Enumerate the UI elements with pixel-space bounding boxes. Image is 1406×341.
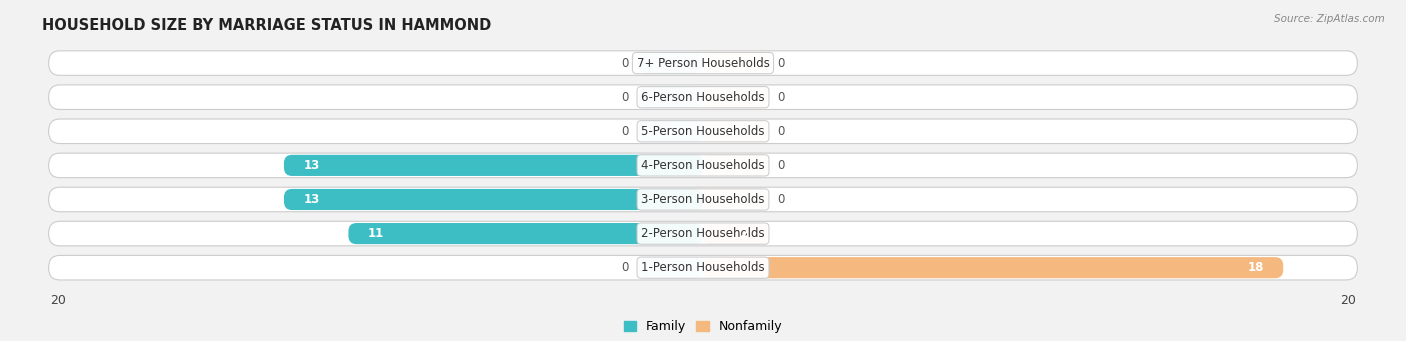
Text: 0: 0 [778,57,785,70]
FancyBboxPatch shape [703,53,768,74]
Text: 0: 0 [621,125,628,138]
Text: 2: 2 [740,227,748,240]
Text: HOUSEHOLD SIZE BY MARRIAGE STATUS IN HAMMOND: HOUSEHOLD SIZE BY MARRIAGE STATUS IN HAM… [42,18,492,33]
Text: 5-Person Households: 5-Person Households [641,125,765,138]
FancyBboxPatch shape [638,53,703,74]
FancyBboxPatch shape [49,255,1357,280]
Text: 2-Person Households: 2-Person Households [641,227,765,240]
FancyBboxPatch shape [638,121,703,142]
Legend: Family, Nonfamily: Family, Nonfamily [619,315,787,338]
FancyBboxPatch shape [703,189,768,210]
Text: 3-Person Households: 3-Person Households [641,193,765,206]
Text: 0: 0 [778,193,785,206]
Text: 11: 11 [368,227,384,240]
Text: 13: 13 [304,193,319,206]
Text: 1-Person Households: 1-Person Households [641,261,765,274]
Text: 7+ Person Households: 7+ Person Households [637,57,769,70]
FancyBboxPatch shape [638,87,703,108]
Text: 0: 0 [778,125,785,138]
Text: 6-Person Households: 6-Person Households [641,91,765,104]
FancyBboxPatch shape [49,51,1357,75]
Text: 18: 18 [1247,261,1264,274]
Text: 0: 0 [778,159,785,172]
FancyBboxPatch shape [703,87,768,108]
FancyBboxPatch shape [49,187,1357,212]
FancyBboxPatch shape [703,155,768,176]
FancyBboxPatch shape [49,153,1357,178]
Text: 0: 0 [621,57,628,70]
Text: Source: ZipAtlas.com: Source: ZipAtlas.com [1274,14,1385,24]
FancyBboxPatch shape [284,189,703,210]
FancyBboxPatch shape [349,223,703,244]
FancyBboxPatch shape [703,121,768,142]
FancyBboxPatch shape [284,155,703,176]
FancyBboxPatch shape [638,257,703,278]
Text: 0: 0 [778,91,785,104]
FancyBboxPatch shape [49,119,1357,144]
Text: 13: 13 [304,159,319,172]
FancyBboxPatch shape [49,221,1357,246]
FancyBboxPatch shape [49,85,1357,109]
Text: 4-Person Households: 4-Person Households [641,159,765,172]
Text: 0: 0 [621,91,628,104]
FancyBboxPatch shape [703,257,1284,278]
FancyBboxPatch shape [703,223,768,244]
Text: 0: 0 [621,261,628,274]
